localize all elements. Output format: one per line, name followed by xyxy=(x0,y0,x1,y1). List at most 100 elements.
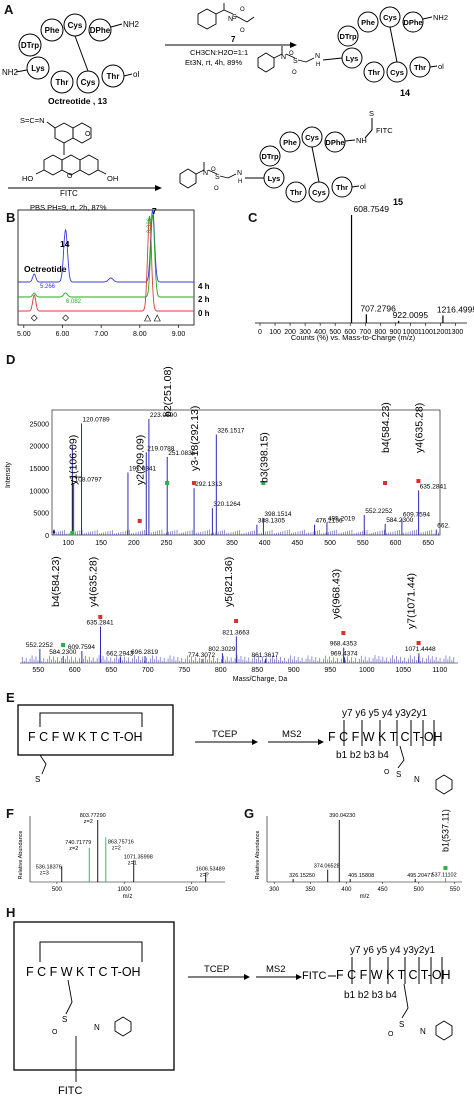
d-top-xtick-label: 550 xyxy=(357,540,369,547)
peak-marker xyxy=(30,314,38,322)
hplc-trace-0h xyxy=(18,215,194,312)
e-sequence: F C F W K T C T-OH xyxy=(28,730,143,744)
d-top-ion-marker xyxy=(165,481,170,485)
d-top-precursor-marker xyxy=(52,529,56,535)
c-peak-label: 608.7549 xyxy=(354,205,390,214)
peak-marker xyxy=(153,314,161,322)
product-15-label: 15 xyxy=(393,197,403,207)
d-bot-peak-label: 861.3617 xyxy=(252,652,279,659)
fitc-o-xanthene: O xyxy=(67,173,73,180)
hplc-xtick-label: 5.00 xyxy=(17,331,31,338)
d-bot-xtick-label: 900 xyxy=(288,667,300,674)
d-top-peak-label: 120.0789 xyxy=(82,416,109,423)
h-arrow-tcep-label: TCEP xyxy=(204,964,229,975)
p15-o1: O xyxy=(211,167,216,173)
fitc-o-ring: O xyxy=(85,131,91,138)
c-xtick-label: 800 xyxy=(374,329,386,336)
f-chart-peak-label: 803.77290 xyxy=(80,813,106,819)
g-chart-peak-label: 537.11102 xyxy=(431,872,456,878)
d-top-ion-marker xyxy=(416,479,421,483)
h-fragment-sequence: F C F W K T C T-OH xyxy=(336,968,451,982)
residue-cys-2: Cys xyxy=(81,78,96,87)
panel-label-b: B xyxy=(6,210,16,225)
thr-ol: ol xyxy=(133,70,139,79)
c-xtick-label: 0 xyxy=(258,329,262,336)
d-bot-peak-label: 774.3072 xyxy=(188,652,215,659)
d-bot-peak-label: 968.4353 xyxy=(330,641,357,648)
d-top-annotation: b3(398.15) xyxy=(258,432,270,483)
reagent-7-o2: O xyxy=(240,28,245,34)
c-xtick-label: 200 xyxy=(284,329,296,336)
f-chart-xtick-label: 500 xyxy=(52,887,63,893)
p15-cys-2: Cys xyxy=(312,188,326,197)
d-bot-peak-label: 696.2819 xyxy=(131,649,158,656)
panel-label-a: A xyxy=(4,2,14,17)
h-fitc-left: FITC xyxy=(302,970,326,982)
trace-label-2h: 2 h xyxy=(198,295,210,304)
conditions-1-rest: Et3N, rt, 4h, 89% xyxy=(185,58,242,67)
p15-nh-n: N xyxy=(237,170,242,177)
c-xtick-label: 1000 xyxy=(403,329,419,336)
product-14-o1: O xyxy=(289,51,294,57)
d-top-peak-label: 219.0788 xyxy=(147,445,174,452)
peak-label-octreotide: Octreotide xyxy=(24,264,67,274)
panel-label-d: D xyxy=(6,352,16,367)
f-chart-peak-label: 863.75716 xyxy=(108,839,134,845)
d-bot-annotation: b4(584.23) xyxy=(50,556,62,607)
product-14-s: S xyxy=(293,58,298,65)
f-chart-peak-charge: z=2 xyxy=(69,846,78,852)
octreotide-name: Octreotide , 13 xyxy=(48,96,107,106)
hplc-trace-2h xyxy=(18,214,194,298)
d-top-peak-label: 320.1264 xyxy=(213,501,240,508)
f-chart-xtick-label: 1500 xyxy=(185,887,199,893)
residue-dphe: DPhe xyxy=(90,26,111,35)
c-xtick-label: 100 xyxy=(269,329,281,336)
g-chart-peak-label: 390.04230 xyxy=(329,813,355,819)
h-n-right: N xyxy=(420,1027,426,1036)
p15-cys-1: Cys xyxy=(305,133,319,142)
d-top-peak-label: 635.2841 xyxy=(420,483,447,490)
c-xtick-label: 500 xyxy=(329,329,341,336)
h-sequence: F C F W K T C T-OH xyxy=(26,965,141,979)
product-14-n: N xyxy=(281,54,286,61)
d-top-y1-bracket xyxy=(71,476,82,535)
g-chart-peak-label: 326.15250 xyxy=(289,873,315,879)
residue-thr-1: Thr xyxy=(56,78,69,87)
residue-thr-2: Thr xyxy=(107,72,120,81)
p15-o2: O xyxy=(214,186,219,192)
p15-dtrp: DTrp xyxy=(261,152,279,161)
g-chart-peak-label: 495.20477 xyxy=(407,873,433,879)
f-chart-peak-charge: z=3 xyxy=(40,871,49,877)
d-bot-annotation: y4(635.28) xyxy=(87,557,99,607)
h-arrow-ms2-label: MS2 xyxy=(266,964,286,975)
d-top-ytick-label: 20000 xyxy=(30,444,50,451)
e-b-ions: b1 b2 b3 b4 xyxy=(336,750,389,761)
d-top-annotation: y1(106.09) xyxy=(67,435,79,485)
g-chart-xtick-label: 350 xyxy=(305,887,316,893)
c-xtick-label: 1200 xyxy=(433,329,449,336)
h-s-right: S xyxy=(399,1020,404,1029)
fitc-ncs: S=C=N xyxy=(20,116,45,125)
e-n-right: N xyxy=(414,775,420,784)
d-bot-xtick-label: 550 xyxy=(32,667,44,674)
reagent-7-n: N xyxy=(228,16,233,23)
d-top-annotation: y4(635.28) xyxy=(413,403,425,453)
d-top-xtick-label: 250 xyxy=(161,540,173,547)
d-bot-peak-label: 609.7594 xyxy=(68,644,95,651)
f-chart-peak-label: 536.18376 xyxy=(36,865,62,871)
c-xtick-label: 1300 xyxy=(448,329,464,336)
g-ion-marker xyxy=(443,866,448,870)
c-peak-label: 1216.4995 xyxy=(437,304,474,314)
scheme-a: Phe Cys DPhe DTrp Lys Thr Cys Thr NH2 NH… xyxy=(2,3,448,212)
peak-marker xyxy=(144,314,152,322)
hplc-xtick-label: 6.00 xyxy=(56,331,70,338)
c-peak-label: 707.2796 xyxy=(360,303,396,313)
g-chart-ylabel: Relative Abundance xyxy=(255,831,261,880)
p15-lys: Lys xyxy=(268,174,281,183)
fitc-reagent-label: FITC xyxy=(60,189,78,198)
g-chart-xtick-label: 500 xyxy=(414,887,425,893)
d-top-peak-label: 552.2252 xyxy=(365,508,392,515)
panel-label-e: E xyxy=(6,690,15,705)
residue-lys: Lys xyxy=(31,64,45,73)
d-bot-ion-marker xyxy=(61,643,66,647)
